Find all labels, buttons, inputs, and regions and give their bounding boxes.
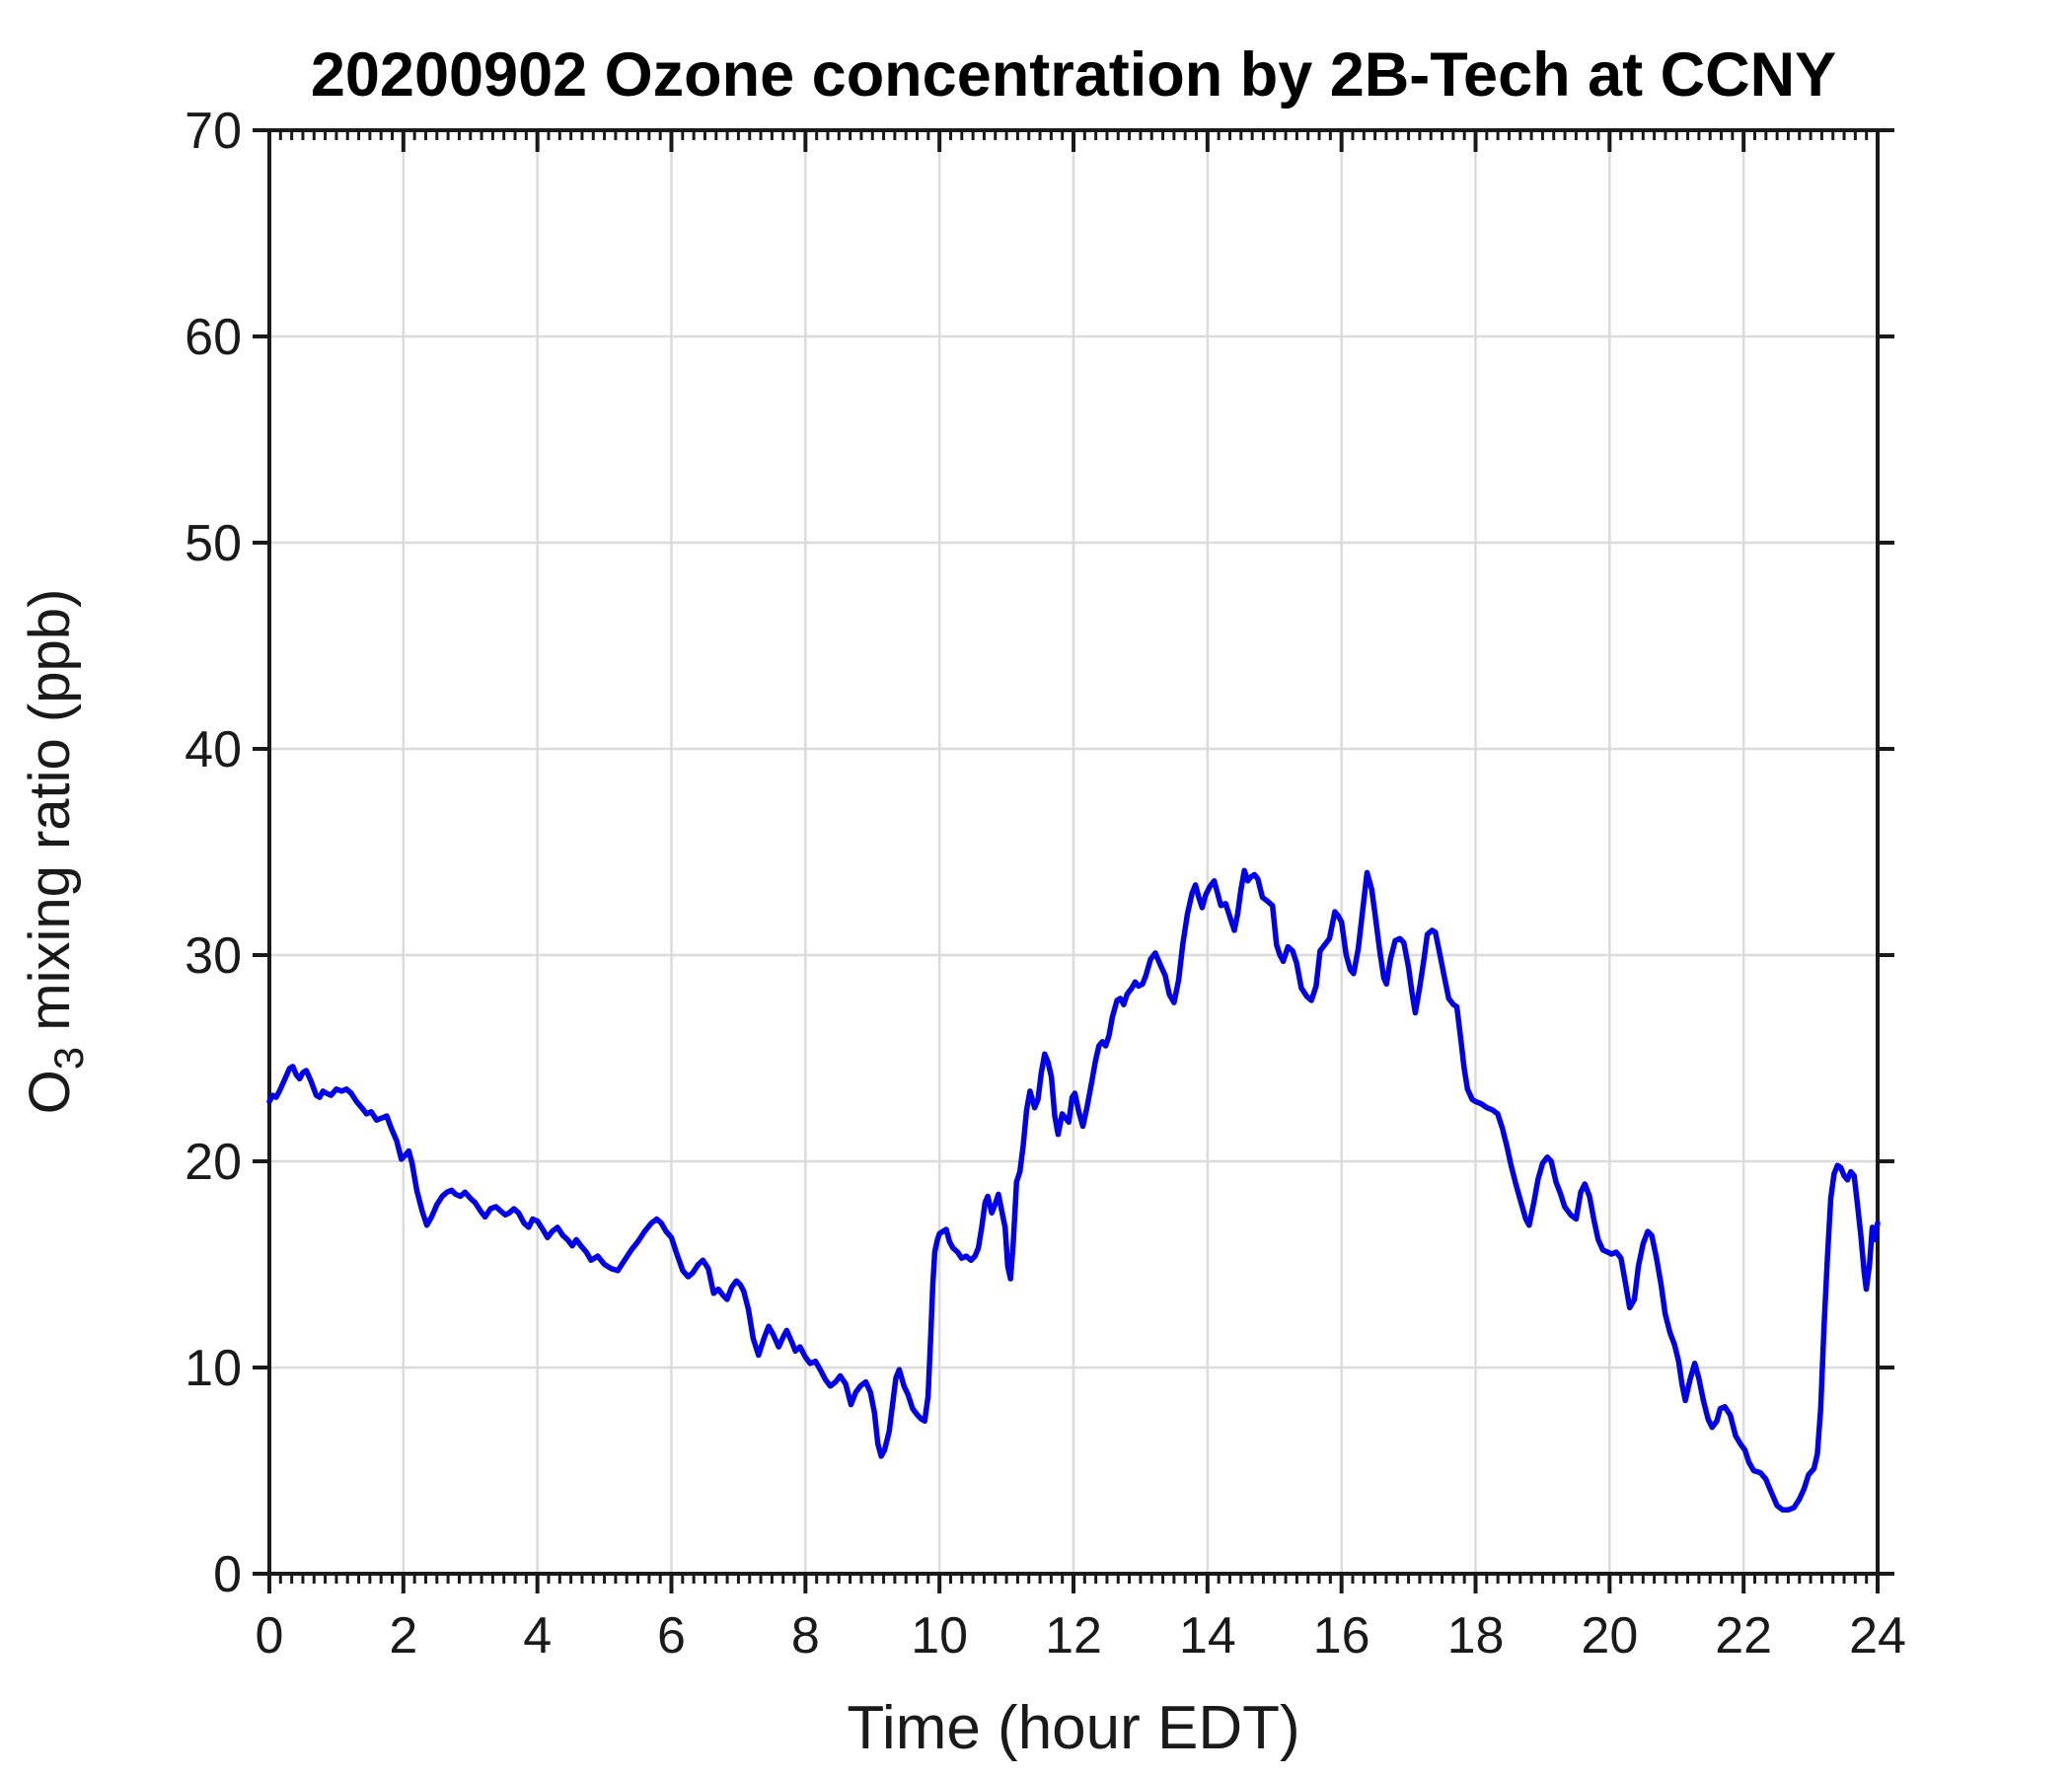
y-tick-label: 20	[185, 1134, 242, 1191]
x-axis-label: Time (hour EDT)	[847, 1694, 1299, 1762]
y-tick-label: 40	[185, 721, 242, 778]
x-tick-label: 0	[256, 1607, 284, 1665]
x-tick-label: 24	[1849, 1607, 1906, 1665]
x-tick-label: 22	[1715, 1607, 1772, 1665]
x-tick-label: 14	[1179, 1607, 1236, 1665]
y-axis-label-rest: mixing ratio (ppb)	[18, 589, 82, 1047]
x-tick-label: 2	[389, 1607, 417, 1665]
y-tick-label: 50	[185, 515, 242, 572]
y-axis-label-base: O	[18, 1070, 82, 1114]
y-axis-label-subscript: 3	[45, 1047, 92, 1070]
y-tick-label: 10	[185, 1340, 242, 1397]
data-series-layer	[266, 867, 1881, 1513]
x-tick-label: 16	[1313, 1607, 1370, 1665]
y-tick-label: 60	[185, 309, 242, 366]
x-tick-label: 10	[911, 1607, 968, 1665]
y-axis-label: O3 mixing ratio (ppb)	[18, 589, 92, 1115]
x-tick-label: 12	[1045, 1607, 1102, 1665]
y-tick-label: 70	[185, 103, 242, 160]
ozone-data-line	[266, 867, 1881, 1513]
x-tick-label: 6	[657, 1607, 686, 1665]
x-tick-label: 8	[791, 1607, 820, 1665]
gridlines	[269, 130, 1878, 1574]
chart-title: 20200902 Ozone concentration by 2B-Tech …	[311, 40, 1836, 110]
x-tick-label: 20	[1581, 1607, 1638, 1665]
plot-frame	[267, 128, 1880, 1576]
y-tick-label: 30	[185, 927, 242, 985]
x-tick-label: 18	[1447, 1607, 1505, 1665]
x-tick-label: 4	[523, 1607, 552, 1665]
y-tick-label: 0	[213, 1546, 242, 1603]
